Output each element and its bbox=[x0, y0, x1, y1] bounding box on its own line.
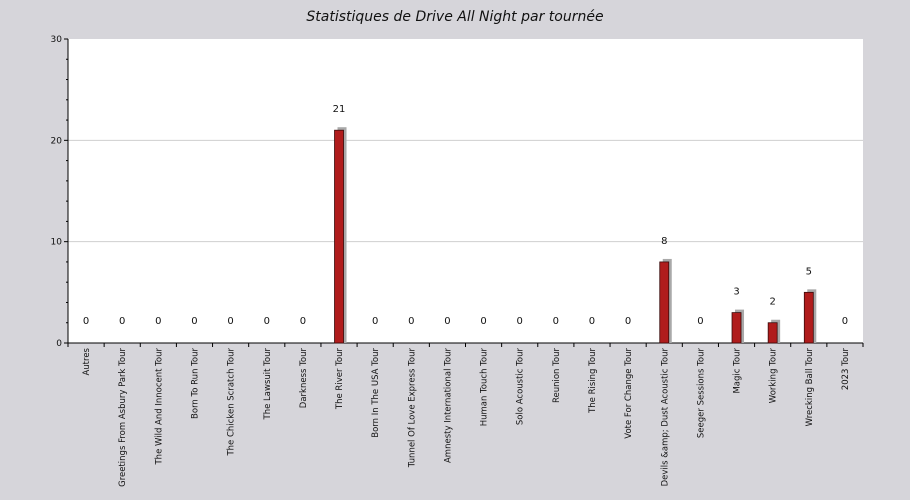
category-label: Born To Run Tour bbox=[190, 348, 200, 419]
value-label: 0 bbox=[155, 316, 161, 327]
category-label: 2023 Tour bbox=[841, 348, 851, 391]
category-label: The Wild And Innocent Tour bbox=[154, 348, 164, 466]
chart-title: Statistiques de Drive All Night par tour… bbox=[306, 9, 603, 25]
value-label: 0 bbox=[408, 316, 414, 327]
value-label: 0 bbox=[227, 316, 233, 327]
bars bbox=[334, 127, 817, 344]
value-label: 0 bbox=[119, 316, 125, 327]
category-label: Working Tour bbox=[769, 347, 779, 403]
category-label: Tunnel Of Love Express Tour bbox=[407, 348, 417, 469]
category-label: Seeger Sessions Tour bbox=[696, 348, 706, 439]
category-label: Devils &amp; Dust Acoustic Tour bbox=[660, 347, 670, 486]
category-label: Greetings From Asbury Park Tour bbox=[118, 348, 128, 487]
category-label: Born In The USA Tour bbox=[371, 348, 381, 438]
axes bbox=[64, 38, 864, 347]
value-label: 0 bbox=[480, 316, 486, 327]
value-label: 0 bbox=[842, 316, 848, 327]
bar bbox=[731, 312, 742, 344]
category-label: Vote For Change Tour bbox=[624, 348, 634, 439]
y-tick-label: 20 bbox=[51, 136, 63, 146]
category-label: Human Touch Tour bbox=[480, 348, 490, 427]
plot-area bbox=[68, 39, 863, 343]
category-label: Amnesty International Tour bbox=[443, 348, 453, 463]
bar bbox=[659, 261, 670, 344]
category-label: The Chicken Scratch Tour bbox=[227, 348, 237, 457]
value-label: 0 bbox=[444, 316, 450, 327]
category-label: Reunion Tour bbox=[552, 348, 562, 404]
value-label: 0 bbox=[372, 316, 378, 327]
category-label: Autres bbox=[82, 347, 92, 375]
y-tick-label: 0 bbox=[56, 339, 62, 349]
value-label: 2 bbox=[769, 297, 775, 308]
value-label: 0 bbox=[697, 316, 703, 327]
value-label: 0 bbox=[191, 316, 197, 327]
y-tick-label: 30 bbox=[51, 35, 63, 45]
value-label: 0 bbox=[517, 316, 523, 327]
grid-lines bbox=[68, 139, 863, 243]
value-label: 21 bbox=[333, 104, 346, 115]
y-tick-label: 10 bbox=[51, 238, 63, 248]
category-label: Wrecking Ball Tour bbox=[805, 348, 815, 427]
category-label: Magic Tour bbox=[733, 348, 743, 394]
value-label: 5 bbox=[806, 266, 812, 277]
value-label: 0 bbox=[264, 316, 270, 327]
value-label: 0 bbox=[553, 316, 559, 327]
bar bbox=[803, 291, 814, 344]
bar bbox=[334, 129, 344, 344]
bar bbox=[767, 322, 778, 344]
category-label: Solo Acoustic Tour bbox=[516, 348, 526, 426]
value-label: 8 bbox=[661, 236, 667, 247]
value-label: 0 bbox=[625, 316, 631, 327]
category-label: The Rising Tour bbox=[588, 348, 598, 414]
category-label: The Lawsuit Tour bbox=[263, 347, 273, 420]
value-label: 0 bbox=[300, 316, 306, 327]
category-label: The River Tour bbox=[335, 348, 345, 411]
value-label: 0 bbox=[589, 316, 595, 327]
value-label: 0 bbox=[83, 316, 89, 327]
value-label: 3 bbox=[733, 287, 739, 298]
category-label: Darkness Tour bbox=[299, 348, 309, 409]
